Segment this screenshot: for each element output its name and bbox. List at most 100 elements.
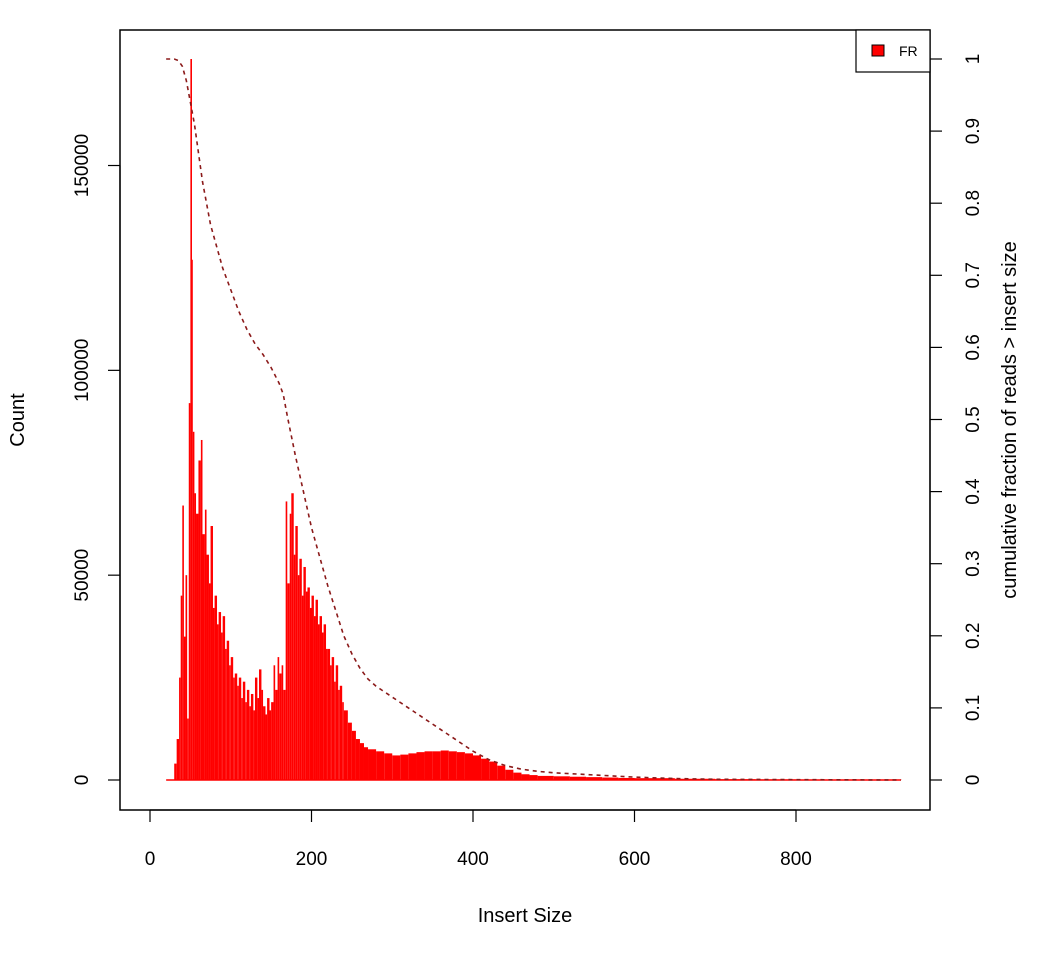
histogram-bar	[226, 640, 230, 780]
histogram-bar	[217, 624, 219, 780]
legend-swatch-fr	[871, 44, 885, 57]
legend-label-fr: FR	[899, 43, 918, 59]
histogram-bar	[334, 681, 336, 780]
histogram-bar	[233, 677, 235, 780]
histogram-bar	[553, 776, 570, 780]
histogram-bar	[191, 259, 193, 781]
histogram-bar	[634, 778, 675, 780]
y2-tick-label: 0.9	[963, 118, 984, 144]
histogram-bar	[338, 689, 340, 781]
histogram-bar	[529, 775, 538, 780]
y2-tick-label: 0.2	[963, 623, 984, 649]
x-axis: 0 200 400 600 800	[145, 809, 812, 870]
histogram-bar	[319, 616, 322, 780]
histogram-bar	[513, 772, 522, 780]
histogram-bar	[225, 648, 227, 780]
histogram-bar	[242, 681, 246, 780]
y2-tick-label: 0.7	[963, 262, 984, 288]
histogram-bar	[384, 753, 393, 780]
histogram-bar	[313, 616, 316, 780]
histogram-bar	[331, 657, 335, 780]
histogram-bar	[269, 710, 272, 780]
histogram-bar	[208, 583, 211, 780]
histogram-bar	[229, 665, 231, 780]
histogram-bar	[424, 751, 433, 780]
histogram-bar	[335, 665, 339, 780]
y-tick-label: 100000	[72, 339, 93, 402]
histogram-bar	[200, 439, 203, 780]
y2-tick-label: 0.5	[963, 406, 984, 432]
histogram-bar	[182, 505, 184, 780]
y-tick-label: 150000	[72, 134, 93, 197]
x-tick-label: 200	[296, 849, 328, 870]
histogram-bar	[311, 595, 314, 780]
histogram-bar	[261, 689, 264, 781]
histogram-bar	[416, 752, 425, 780]
histogram-bar	[265, 714, 268, 780]
histogram-bar	[343, 710, 348, 780]
histogram-bar	[569, 776, 587, 780]
histogram-bar	[440, 750, 449, 780]
histogram-bar	[194, 493, 197, 780]
histogram-bar	[192, 431, 195, 780]
histogram-bar	[234, 673, 238, 780]
histogram-bar	[253, 710, 255, 780]
histogram-bar	[204, 509, 207, 781]
histogram-bar	[392, 755, 401, 780]
y-tick-label: 0	[72, 775, 93, 786]
x-tick-label: 800	[780, 849, 812, 870]
histogram-bar	[505, 769, 514, 780]
histogram-bar	[185, 575, 188, 780]
histogram-bar	[359, 743, 364, 780]
legend: FR	[855, 29, 931, 73]
histogram-bar	[497, 765, 506, 780]
histogram-bar	[339, 685, 343, 780]
x-tick-label: 400	[457, 849, 489, 870]
histogram-bar	[241, 698, 243, 780]
histogram-bar	[368, 749, 377, 780]
histogram-bar	[301, 595, 304, 780]
histogram-bar	[327, 648, 331, 780]
histogram-bar	[464, 753, 473, 780]
y-axis-title: Count	[7, 393, 29, 447]
histogram-bar	[287, 583, 290, 780]
histogram-bar	[198, 460, 201, 780]
y2-tick-label: 0.8	[963, 190, 984, 216]
histogram-bar	[473, 755, 482, 780]
histogram-bar	[183, 636, 186, 780]
histogram-bar	[250, 693, 254, 780]
histogram-bar	[180, 595, 183, 780]
histogram-bar	[259, 669, 262, 780]
histogram-bar	[376, 751, 385, 780]
histogram-bar	[237, 685, 239, 780]
histogram-bar	[322, 632, 324, 780]
y2-tick-label: 1	[963, 54, 984, 65]
histogram-bar	[267, 698, 270, 780]
histogram-bar	[249, 706, 251, 780]
histogram-bar	[297, 575, 300, 780]
histogram-bar	[317, 624, 320, 780]
y2-tick-label: 0.6	[963, 334, 984, 360]
histogram-bar	[309, 607, 312, 780]
y2-tick-label: 0.1	[963, 695, 984, 721]
histogram-bar	[187, 718, 189, 780]
histogram-bar	[206, 554, 209, 780]
histogram-bar	[273, 665, 276, 780]
histogram-bar	[289, 513, 292, 780]
histogram-bar	[275, 689, 278, 781]
histogram-bar	[218, 612, 222, 780]
legend-box	[855, 29, 931, 73]
histogram-bar	[222, 616, 226, 780]
histogram-bar	[279, 673, 282, 780]
histogram-bar	[295, 526, 298, 780]
histogram-bar	[174, 763, 177, 780]
histogram-bar	[210, 526, 213, 780]
histogram-bar	[586, 777, 603, 780]
histogram-bar	[293, 554, 296, 780]
histogram-bar	[303, 566, 306, 780]
histogram-bar	[212, 607, 215, 780]
histogram-bar	[448, 751, 457, 780]
histogram-bar	[326, 648, 328, 780]
histogram-bar	[190, 59, 192, 780]
